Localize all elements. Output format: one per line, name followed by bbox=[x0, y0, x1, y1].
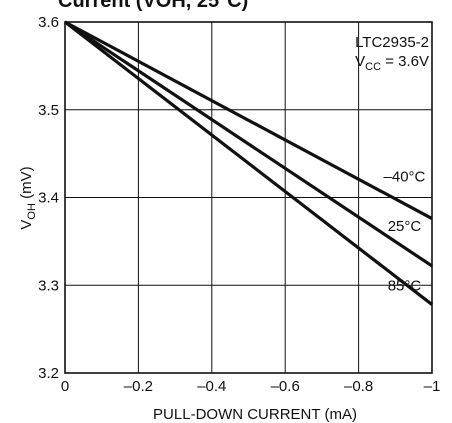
y-tick-label: 3.6 bbox=[38, 14, 59, 31]
y-tick-label: 3.3 bbox=[38, 277, 59, 294]
series-label: 25°C bbox=[388, 218, 422, 235]
x-tick-label: –0.8 bbox=[344, 378, 373, 395]
vcc-value: = 3.6V bbox=[381, 53, 429, 70]
device-annotation: LTC2935-2 VCC = 3.6V bbox=[355, 34, 429, 73]
y-tick-label: 3.4 bbox=[38, 190, 59, 207]
x-axis-label: PULL-DOWN CURRENT (mA) bbox=[153, 406, 357, 423]
series-labels: –40°C 25°C 85°C bbox=[384, 169, 426, 295]
series-label: –40°C bbox=[384, 169, 426, 186]
plot-frame bbox=[64, 21, 433, 374]
part-number-label: LTC2935-2 bbox=[355, 34, 429, 51]
y-tick-label: 3.2 bbox=[38, 365, 59, 382]
y-label-sub: OH bbox=[26, 203, 38, 220]
x-tick-label: –0.2 bbox=[124, 378, 153, 395]
series-line bbox=[64, 20, 433, 306]
grid bbox=[65, 22, 432, 373]
x-tick-label: –1 bbox=[424, 378, 441, 395]
y-label-main: V bbox=[18, 220, 35, 230]
vcc-label: VCC = 3.6V bbox=[355, 53, 429, 73]
y-axis-label: VOH (mV) bbox=[18, 166, 38, 229]
x-tick-label: 0 bbox=[61, 378, 69, 395]
chart-title-fragment: Current (VOH, 25°C) bbox=[58, 0, 248, 12]
vcc-sub: CC bbox=[365, 61, 381, 73]
y-label-unit: (mV) bbox=[18, 166, 35, 203]
series-lines bbox=[64, 20, 433, 306]
series-line bbox=[64, 20, 433, 220]
x-tick-label: –0.6 bbox=[271, 378, 300, 395]
x-tick-label: –0.4 bbox=[197, 378, 226, 395]
series-label: 85°C bbox=[388, 278, 422, 295]
vcc-main: V bbox=[355, 53, 365, 70]
series-line bbox=[64, 20, 433, 268]
tick-labels: 0 –0.2 –0.4 –0.6 –0.8 –1 3.2 3.3 3.4 3.5 3.6 bbox=[38, 14, 440, 395]
y-tick-label: 3.5 bbox=[38, 102, 59, 119]
